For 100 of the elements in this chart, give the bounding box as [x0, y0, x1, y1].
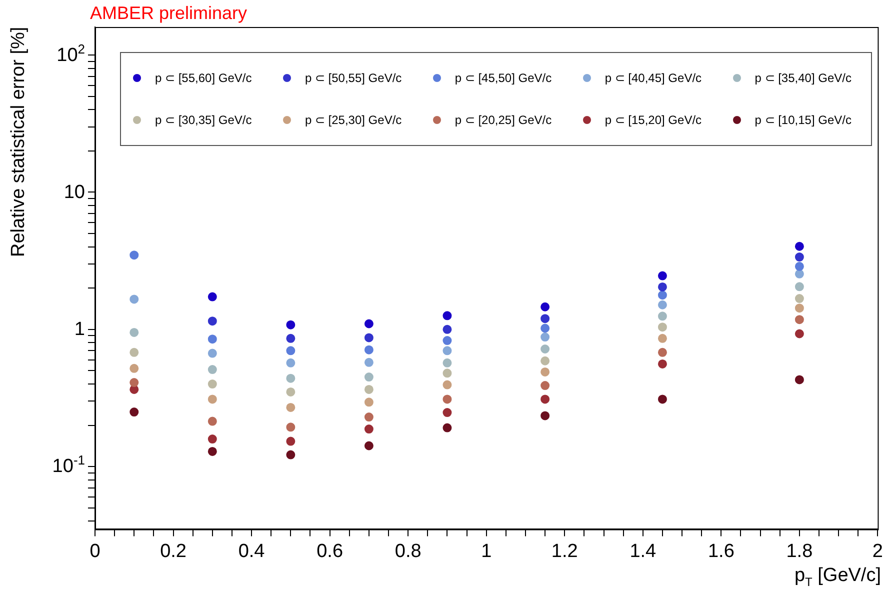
point	[442, 324, 452, 334]
point	[208, 334, 217, 344]
point	[658, 300, 667, 310]
x-tick-label: 0.4	[238, 540, 266, 562]
point	[286, 346, 296, 356]
y-tick-label: 10$^{2}$	[56, 41, 85, 66]
point	[658, 348, 667, 357]
point	[658, 271, 667, 280]
point	[130, 378, 139, 388]
point	[130, 364, 139, 373]
point	[442, 311, 452, 320]
point	[286, 422, 296, 432]
x-tick-label: 0.6	[316, 540, 344, 562]
point	[208, 380, 217, 389]
y-tick-label: 1	[74, 318, 85, 340]
point	[794, 304, 804, 313]
point	[208, 394, 217, 404]
point	[208, 365, 217, 374]
point	[442, 380, 452, 390]
x-tick-label: 1.2	[551, 540, 578, 562]
point	[442, 423, 452, 432]
y-axis-title: Relative statistical error [%]	[8, 27, 30, 258]
legend-label: p ⊂ [20,25] GeV/c	[454, 113, 552, 127]
point	[364, 319, 374, 328]
point	[442, 368, 452, 378]
point	[286, 436, 296, 446]
point	[442, 336, 452, 346]
point	[208, 348, 217, 358]
legend-label: p ⊂ [35,40] GeV/c	[754, 71, 852, 85]
x-tick-label: 1.8	[786, 540, 813, 562]
point	[364, 358, 374, 367]
point	[794, 242, 804, 251]
point	[442, 394, 452, 404]
point	[286, 334, 296, 343]
x-tick-label: 0.2	[160, 540, 186, 562]
point	[364, 384, 374, 394]
point	[364, 412, 374, 422]
point	[658, 312, 667, 321]
legend-label: p ⊂ [30,35] GeV/c	[155, 113, 252, 127]
point	[364, 345, 374, 354]
point	[794, 315, 804, 324]
point	[794, 262, 804, 271]
point	[208, 434, 217, 444]
point	[794, 294, 804, 304]
point	[794, 269, 804, 278]
x-tick-label: 1.6	[708, 540, 734, 562]
point	[442, 358, 452, 368]
point	[794, 282, 804, 292]
y-tick-label: 10	[64, 182, 85, 203]
point	[364, 398, 374, 407]
point	[658, 359, 667, 368]
point	[442, 408, 452, 418]
point	[540, 314, 550, 324]
point	[794, 375, 804, 384]
x-tick-label: 1	[481, 540, 492, 562]
point	[794, 329, 804, 338]
point	[658, 334, 667, 343]
point	[540, 411, 550, 420]
point	[658, 282, 667, 292]
point	[286, 358, 296, 368]
point	[286, 374, 296, 383]
point	[130, 250, 139, 260]
point	[364, 424, 374, 434]
point	[130, 328, 139, 337]
point	[540, 381, 550, 390]
point	[364, 333, 374, 342]
point	[658, 322, 667, 332]
point	[540, 324, 550, 333]
point	[540, 344, 550, 354]
x-tick-label: 1.4	[630, 540, 657, 562]
legend-label: p ⊂ [45,50] GeV/c	[454, 71, 552, 85]
x-axis-title: p$_{T}$ [GeV/c]	[794, 565, 881, 589]
point	[286, 387, 296, 396]
legend-label: p ⊂ [10,15] GeV/c	[754, 113, 852, 127]
point	[208, 416, 217, 426]
point	[208, 292, 217, 302]
x-tick-label: 2	[872, 540, 884, 562]
point	[286, 402, 296, 412]
point	[658, 290, 667, 300]
legend-label: p ⊂ [55,60] GeV/c	[155, 71, 252, 85]
point	[364, 372, 374, 382]
legend-label: p ⊂ [40,45] GeV/c	[604, 71, 702, 85]
x-tick-label: 0.8	[394, 540, 422, 562]
point	[208, 446, 217, 456]
chart-title: AMBER preliminary	[90, 3, 248, 24]
legend-label: p ⊂ [25,30] GeV/c	[304, 113, 402, 127]
point	[540, 394, 550, 404]
point	[540, 367, 550, 376]
point	[540, 356, 550, 366]
point	[540, 332, 550, 342]
point	[286, 450, 296, 460]
x-tick-label: 0	[90, 540, 100, 562]
point	[540, 302, 550, 312]
y-tick-label: 10$^{-1}$	[52, 452, 85, 478]
point	[364, 441, 374, 450]
legend-label: p ⊂ [50,55] GeV/c	[304, 71, 402, 85]
point	[130, 348, 139, 357]
point	[658, 394, 667, 404]
point	[130, 294, 139, 304]
point	[286, 320, 296, 330]
